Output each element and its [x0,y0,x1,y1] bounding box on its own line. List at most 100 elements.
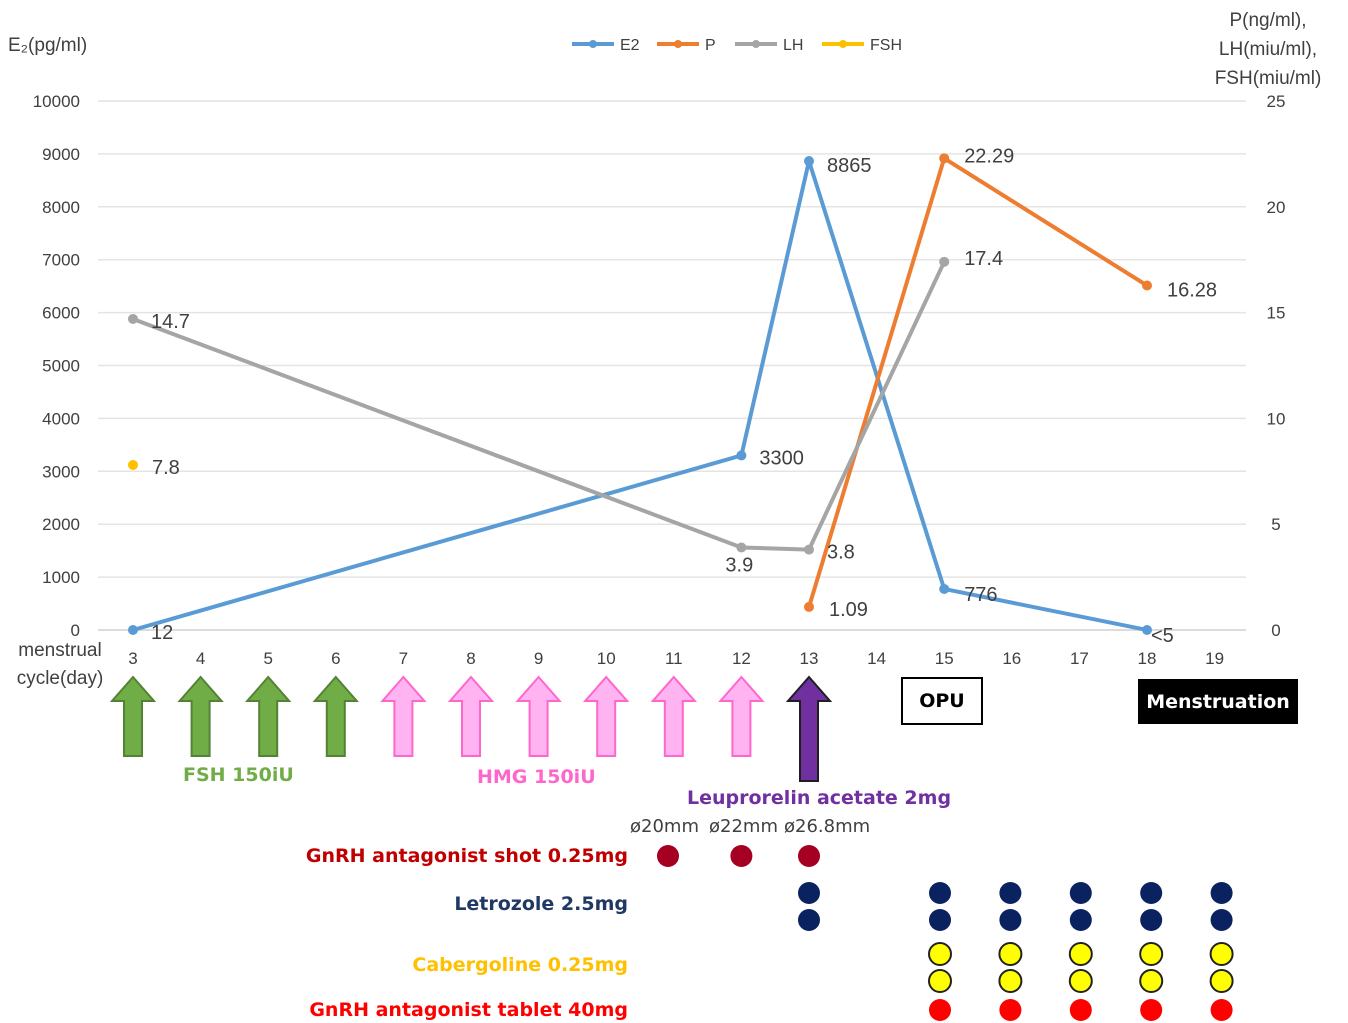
dose-dot [1069,999,1092,1021]
arrow-up-icon [380,675,427,757]
dose-dot [1068,969,1093,993]
x-tick-label: 3 [128,649,137,668]
dose-dot [928,942,952,966]
legend-item-lh: LH [735,37,803,54]
left-tick-label: 8000 [42,198,80,217]
dose-dot [1210,909,1233,931]
dose-dot [1210,882,1233,904]
x-tick-label: 8 [466,649,475,668]
right-tick-label: 5 [1271,515,1280,534]
dose-dot [1139,942,1164,966]
right-tick-label: 10 [1267,409,1286,428]
data-point-e2 [1142,625,1152,635]
dose-dot [1209,942,1234,966]
dose-dot [1140,999,1163,1021]
left-tick-label: 6000 [42,304,80,323]
medication-dots [657,845,1234,1021]
medication-label: GnRH antagonist tablet 40mg [309,999,628,1021]
data-label-lh: 3.8 [827,542,855,564]
dose-dot [1069,909,1092,931]
dose-dot [798,845,820,867]
data-label-e2: <5 [1151,625,1174,647]
dose-dot [1068,942,1093,966]
right-tick-label: 20 [1267,198,1286,217]
right-tick-label: 25 [1267,92,1286,111]
data-point-lh [939,256,950,267]
x-axis-title: cycle(day) [17,668,104,689]
dose-dot [929,909,951,931]
data-label-e2: 776 [964,584,997,606]
series [128,153,1152,635]
arrow-up-icon [785,675,833,782]
right-axis-title: LH(miu/ml), [1219,39,1317,60]
legend-item-fsh: FSH [822,37,902,54]
dose-dot [929,999,951,1021]
right-axis-title: P(ng/ml), [1229,10,1306,31]
left-tick-label: 1000 [42,568,80,587]
data-point-lh [804,544,814,555]
dose-dot [999,909,1022,931]
x-tick-label: 15 [935,649,954,668]
data-labels: 12 3300 8865 776 <5 1.09 22.29 16.28 14.7 3.9 3.8 1… [151,145,1217,647]
data-label-p: 1.09 [829,599,868,621]
x-tick-label: 16 [1002,649,1021,668]
dose-dot [998,969,1023,993]
arrow-up-icon [312,675,360,757]
x-tick-label: 7 [399,649,408,668]
arrow-up-icon [244,675,292,757]
series-line-e2 [132,159,1148,632]
dose-dot [730,845,753,867]
arrow-up-icon [109,675,157,757]
legend-marker [752,40,760,48]
dose-dot [1209,969,1234,993]
data-label-p: 16.28 [1167,280,1217,302]
data-label-p: 22.29 [964,145,1014,167]
x-tick-label: 18 [1138,649,1157,668]
x-tick-label: 10 [597,649,616,668]
medication-label: Letrozole 2.5mg [454,893,628,915]
dose-dot [798,882,820,904]
dose-dot [657,845,679,867]
follicle-size-label: ø26.8mm [784,816,871,837]
leuprorelin-dose-label: Leuprorelin acetate 2mg [687,787,952,809]
legend-item-p: P [657,37,716,54]
dose-dot [998,942,1023,966]
left-tick-label: 2000 [42,515,80,534]
medication-label: Cabergoline 0.25mg [412,954,628,976]
left-tick-label: 9000 [42,145,80,164]
x-tick-label: 14 [867,649,886,668]
dose-dot [929,882,951,904]
left-tick-label: 5000 [42,357,80,376]
right-tick-label: 15 [1267,304,1286,323]
data-label-e2: 8865 [827,155,872,177]
legend-label: LH [783,37,803,54]
data-point-lh [736,542,747,553]
data-point-e2 [128,625,138,635]
data-point-p [1142,280,1152,291]
x-tick-label: 4 [196,649,205,668]
fsh-dose-label: FSH 150iU [183,764,294,786]
follicle-size-label: ø22mm [709,816,778,837]
legend-item-e2: E2 [572,37,640,54]
follicle-size-label: ø20mm [630,816,699,837]
data-label-lh: 14.7 [151,311,190,333]
data-point-p [939,153,950,164]
data-label-lh: 3.9 [725,554,753,576]
legend: E2 P LH FSH [572,37,902,54]
dose-dot [1069,882,1092,904]
series-line-p [807,156,1149,608]
legend-marker [589,40,597,48]
x-tick-label: 17 [1070,649,1089,668]
x-tick-label: 9 [534,649,543,668]
left-axis-title: E₂(pg/ml) [8,35,87,56]
data-label-fsh: 7.8 [152,457,180,479]
x-axis-title: menstrual [18,640,101,661]
dose-dot [999,999,1022,1021]
arrow-up-icon [582,675,630,757]
x-tick-label: 12 [732,649,751,668]
menstruation-box: Menstruation [1138,679,1298,724]
dose-dot [1139,969,1164,993]
data-point-fsh [128,459,138,470]
x-tick-label: 5 [263,649,272,668]
arrow-up-icon [718,675,765,757]
